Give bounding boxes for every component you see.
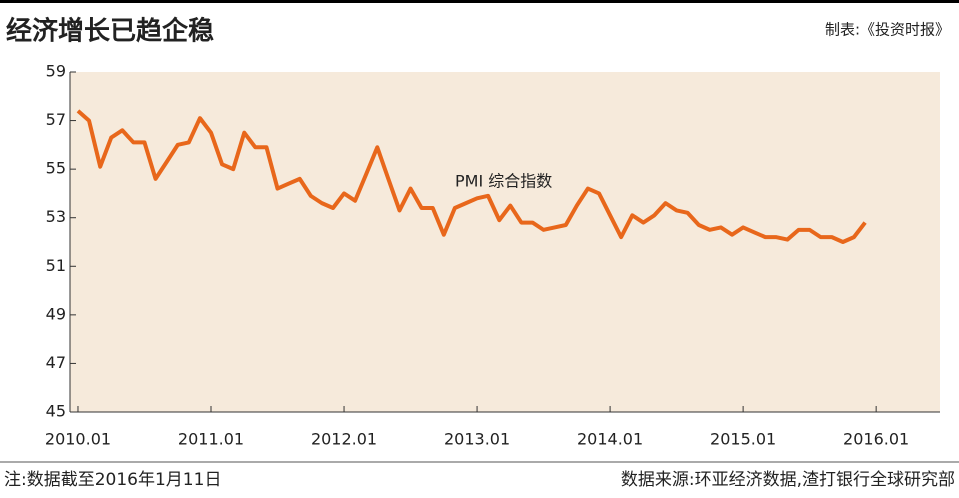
y-tick-label: 47 [46, 353, 66, 372]
chart-title: 经济增长已趋企稳 [6, 16, 214, 47]
y-tick-label: 57 [46, 110, 66, 129]
y-tick-label: 59 [46, 62, 66, 81]
x-tick-label: 2014.01 [577, 430, 643, 449]
source: 数据来源:环亚经济数据,渣打银行全球研究部 [621, 470, 955, 490]
y-tick-label: 53 [46, 207, 66, 226]
y-tick-label: 55 [46, 159, 66, 178]
credit: 制表:《投资时报》 [825, 21, 950, 39]
x-tick-label: 2012.01 [311, 430, 377, 449]
note: 注:数据截至2016年1月11日 [4, 470, 221, 490]
annotation: PMI 综合指数 [455, 172, 552, 191]
line-series [76, 109, 867, 244]
x-tick-label: 2011.01 [178, 430, 244, 449]
x-tick-label: 2016.01 [843, 430, 909, 449]
x-tick-label: 2015.01 [710, 430, 776, 449]
y-tick-label: 45 [46, 402, 66, 421]
x-tick-label: 2010.01 [45, 430, 111, 449]
y-tick-label: 49 [46, 304, 66, 323]
y-tick-label: 51 [46, 256, 66, 275]
x-tick-label: 2013.01 [444, 430, 510, 449]
plot-area [70, 72, 940, 412]
